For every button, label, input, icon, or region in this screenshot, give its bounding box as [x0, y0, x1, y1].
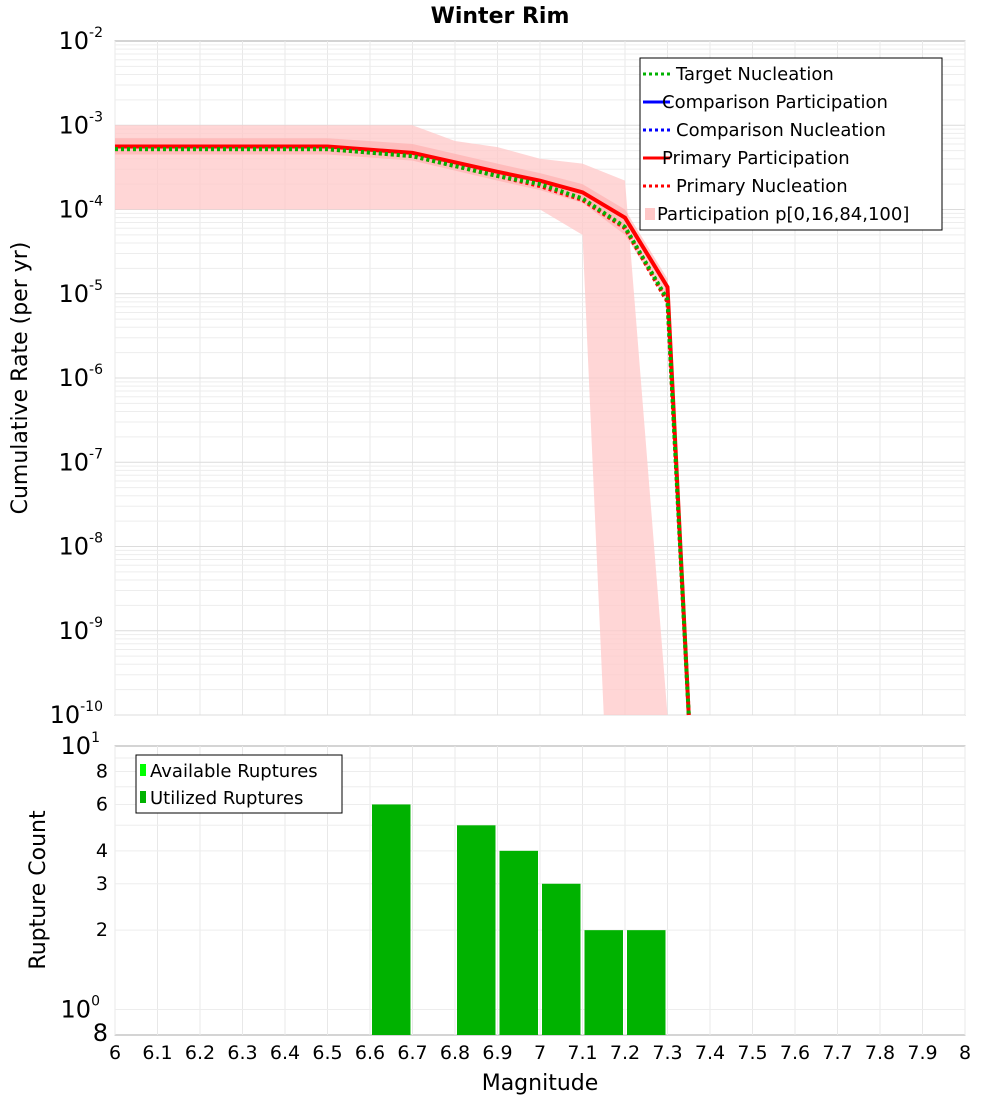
count-bar: [627, 930, 666, 1035]
count-bar: [372, 804, 411, 1035]
count-y-decade-label: 100: [61, 993, 100, 1023]
rate-lines: [115, 144, 691, 716]
rate-y-tick-label: 10-6: [58, 362, 103, 392]
count-x-axis-label: Magnitude: [482, 1071, 599, 1096]
chart-title: Winter Rim: [431, 4, 570, 29]
rate-y-tick-label: 10-7: [58, 446, 103, 476]
rate-y-tick-label: 10-4: [58, 194, 103, 224]
count-legend-swatch: [140, 764, 146, 776]
count-x-tick-label: 6.2: [185, 1042, 215, 1064]
count-x-tick-label: 6.5: [312, 1042, 342, 1064]
count-x-tick-label: 6.3: [227, 1042, 257, 1064]
rate-y-tick-label: 10-2: [58, 25, 103, 55]
count-x-tick-label: 7.8: [865, 1042, 895, 1064]
rate-band-0: [115, 125, 668, 715]
rate-legend: Target Nucleation Comparison Participatio…: [639, 57, 943, 231]
count-y-tick-label: 4: [96, 840, 108, 862]
rate-y-tick-label: 10-5: [58, 278, 103, 308]
count-x-tick-label: 7.7: [822, 1042, 852, 1064]
rate-legend-label: Comparison Participation: [662, 92, 888, 113]
count-bar: [499, 850, 538, 1035]
count-x-ticks: 6 6.1 6.2 6.3 6.4 6.5 6.6 6.7 6.8 6.9 7 7.1 7.2 7.3 7.…: [109, 1042, 971, 1064]
count-legend: Available Ruptures Utilized Ruptures: [135, 754, 343, 814]
count-legend-box: [135, 754, 343, 814]
count-x-tick-label: 6.7: [397, 1042, 427, 1064]
count-x-tick-label: 7.2: [610, 1042, 640, 1064]
rate-legend-box: [639, 57, 943, 231]
rate-y-axis-label: Cumulative Rate (per yr): [8, 242, 33, 515]
count-bar: [584, 930, 623, 1035]
rate-legend-label: Comparison Nucleation: [676, 120, 886, 141]
count-y-decade-label: 101: [61, 730, 100, 760]
count-x-tick-label: 7.4: [695, 1042, 725, 1064]
count-x-tick-label: 6.6: [355, 1042, 385, 1064]
count-x-tick-label: 7.9: [907, 1042, 937, 1064]
rate-series-line-0: [115, 144, 691, 716]
rate-y-tick-label: 10-9: [58, 615, 103, 645]
rate-legend-label: Primary Participation: [662, 148, 850, 169]
count-x-tick-label: 7.5: [737, 1042, 767, 1064]
count-y-tick-label: 6: [96, 793, 108, 815]
count-x-tick-label: 8: [959, 1042, 971, 1064]
count-x-tick-label: 6: [109, 1042, 121, 1064]
count-x-tick-label: 6.8: [440, 1042, 470, 1064]
count-x-tick-label: 7: [534, 1042, 546, 1064]
count-y-axis-label: Rupture Count: [26, 810, 51, 970]
count-legend-label: Available Ruptures: [150, 761, 318, 782]
rate-legend-label: Primary Nucleation: [676, 176, 848, 197]
count-legend-label: Utilized Ruptures: [150, 788, 303, 809]
count-x-tick-label: 7.3: [652, 1042, 682, 1064]
rate-y-tick-label: 10-3: [58, 109, 103, 139]
count-y-tick-label: 3: [96, 873, 108, 895]
rate-legend-label: Target Nucleation: [675, 64, 834, 85]
count-bar: [542, 883, 581, 1035]
count-bar: [457, 825, 496, 1035]
rate-series-line-2: [115, 147, 691, 716]
count-x-tick-label: 7.1: [567, 1042, 597, 1064]
rate-legend-label: Participation p[0,16,84,100]: [657, 204, 909, 225]
count-y-tick-label: 8: [93, 1019, 108, 1047]
count-x-tick-label: 6.4: [270, 1042, 300, 1064]
count-y-tick-label: 2: [96, 919, 108, 941]
count-legend-swatch: [140, 791, 146, 803]
rate-y-tick-label: 10-10: [50, 699, 103, 729]
count-x-tick-label: 6.9: [482, 1042, 512, 1064]
rate-panel: 10-2 10-3 10-4 10-5 10-6 10-7 10-8 10-9 10-10 Cu…: [8, 25, 966, 729]
count-x-tick-label: 7.6: [780, 1042, 810, 1064]
rate-y-ticks: 10-2 10-3 10-4 10-5 10-6 10-7 10-8 10-9 10-10: [50, 25, 104, 729]
rate-legend-swatch: [645, 208, 655, 220]
count-y-tick-label: 8: [96, 761, 108, 783]
count-x-tick-label: 6.1: [142, 1042, 172, 1064]
count-bars: [372, 804, 666, 1035]
rate-y-tick-label: 10-8: [58, 531, 103, 561]
